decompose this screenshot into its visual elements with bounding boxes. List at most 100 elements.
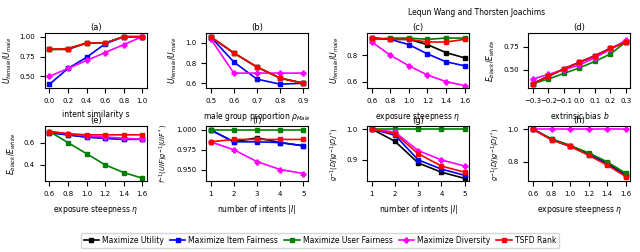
Maximize Diversity (368, 128, 376, 131)
TSFD Rank (207, 35, 214, 38)
Maximize Item Fairness (529, 82, 537, 85)
Line: Maximize Diversity: Maximize Diversity (369, 40, 467, 88)
Line: Maximize Diversity: Maximize Diversity (208, 139, 306, 176)
Line: TSFD Rank: TSFD Rank (369, 127, 467, 175)
Maximize Utility (138, 35, 146, 38)
Maximize Utility (461, 56, 468, 59)
Maximize Diversity (207, 37, 214, 40)
Maximize Item Fairness (230, 140, 237, 143)
TSFD Rank (461, 38, 468, 41)
Maximize Utility (276, 141, 284, 144)
Maximize Utility (585, 152, 593, 155)
Maximize Diversity (424, 74, 431, 77)
Maximize Diversity (387, 54, 394, 57)
TSFD Rank (622, 175, 630, 178)
Maximize Item Fairness (604, 163, 611, 166)
Maximize Utility (566, 144, 574, 147)
Maximize Diversity (548, 128, 556, 131)
Line: Maximize Utility: Maximize Utility (47, 34, 145, 52)
Maximize Item Fairness (230, 60, 237, 64)
Maximize User Fairness (424, 38, 431, 41)
Maximize Diversity (253, 72, 261, 75)
Line: Maximize User Fairness: Maximize User Fairness (531, 40, 628, 86)
Title: (e): (e) (90, 116, 102, 125)
Maximize Item Fairness (101, 137, 109, 140)
Maximize Diversity (64, 132, 72, 135)
Maximize Diversity (138, 138, 146, 141)
Line: Maximize User Fairness: Maximize User Fairness (208, 34, 306, 86)
TSFD Rank (230, 138, 237, 141)
Maximize Item Fairness (405, 43, 413, 46)
Maximize User Fairness (545, 77, 552, 80)
Title: (d): (d) (573, 23, 586, 32)
TSFD Rank (591, 54, 598, 57)
Maximize Item Fairness (207, 35, 214, 38)
Maximize Diversity (230, 148, 237, 151)
Line: Maximize Item Fairness: Maximize Item Fairness (208, 34, 306, 87)
Maximize Item Fairness (276, 141, 284, 144)
Maximize Item Fairness (120, 35, 127, 38)
Line: Maximize Utility: Maximize Utility (369, 36, 467, 60)
Maximize User Fairness (461, 37, 468, 40)
Maximize Item Fairness (545, 75, 552, 78)
Maximize Diversity (101, 136, 109, 139)
Maximize Item Fairness (461, 174, 468, 177)
Maximize Item Fairness (64, 133, 72, 136)
Title: (a): (a) (90, 23, 102, 32)
TSFD Rank (253, 66, 261, 69)
Maximize Utility (622, 173, 630, 176)
TSFD Rank (442, 41, 450, 44)
Maximize Item Fairness (442, 60, 450, 63)
Line: Maximize Utility: Maximize Utility (531, 127, 628, 177)
Maximize Diversity (45, 130, 53, 133)
Maximize Utility (276, 77, 284, 80)
Maximize Item Fairness (120, 138, 127, 141)
TSFD Rank (45, 48, 53, 51)
TSFD Rank (101, 42, 109, 45)
TSFD Rank (424, 41, 431, 44)
Maximize User Fairness (585, 151, 593, 154)
TSFD Rank (120, 35, 127, 38)
Legend: Maximize Utility, Maximize Item Fairness, Maximize User Fairness, Maximize Diver: Maximize Utility, Maximize Item Fairness… (81, 233, 559, 248)
Maximize User Fairness (442, 37, 450, 40)
Maximize User Fairness (120, 171, 127, 174)
Maximize Utility (45, 48, 53, 51)
Maximize Diversity (529, 128, 537, 131)
Maximize User Fairness (45, 48, 53, 51)
Line: Maximize Item Fairness: Maximize Item Fairness (47, 130, 145, 142)
Maximize Utility (607, 47, 614, 50)
Maximize Item Fairness (45, 131, 53, 134)
Maximize Diversity (253, 160, 261, 163)
Maximize Utility (138, 138, 146, 141)
Maximize User Fairness (529, 128, 537, 131)
Line: Maximize Utility: Maximize Utility (531, 40, 628, 86)
Maximize User Fairness (405, 37, 413, 40)
Maximize User Fairness (138, 35, 146, 38)
Maximize Item Fairness (253, 78, 261, 81)
Maximize User Fairness (414, 128, 422, 131)
Maximize Diversity (442, 80, 450, 83)
Line: Maximize Diversity: Maximize Diversity (208, 36, 306, 76)
Line: Maximize Item Fairness: Maximize Item Fairness (369, 36, 467, 68)
Maximize Utility (368, 128, 376, 131)
Maximize Utility (604, 162, 611, 165)
Title: (f): (f) (252, 116, 262, 125)
TSFD Rank (387, 38, 394, 41)
Maximize Item Fairness (560, 67, 568, 70)
Maximize Item Fairness (438, 168, 445, 171)
Maximize Item Fairness (622, 174, 630, 177)
Title: (c): (c) (413, 23, 424, 32)
Maximize User Fairness (300, 82, 307, 85)
Title: (b): (b) (251, 23, 263, 32)
Maximize Item Fairness (45, 83, 53, 86)
Maximize Item Fairness (591, 54, 598, 57)
TSFD Rank (604, 164, 611, 167)
Maximize User Fairness (207, 129, 214, 132)
Maximize Item Fairness (607, 47, 614, 50)
Maximize Utility (391, 140, 399, 143)
X-axis label: intent similarity s: intent similarity s (62, 110, 130, 118)
Line: Maximize Diversity: Maximize Diversity (369, 127, 467, 168)
Line: Maximize User Fairness: Maximize User Fairness (531, 127, 628, 176)
X-axis label: number of intents $|I|$: number of intents $|I|$ (379, 203, 458, 216)
Maximize Item Fairness (83, 56, 90, 59)
